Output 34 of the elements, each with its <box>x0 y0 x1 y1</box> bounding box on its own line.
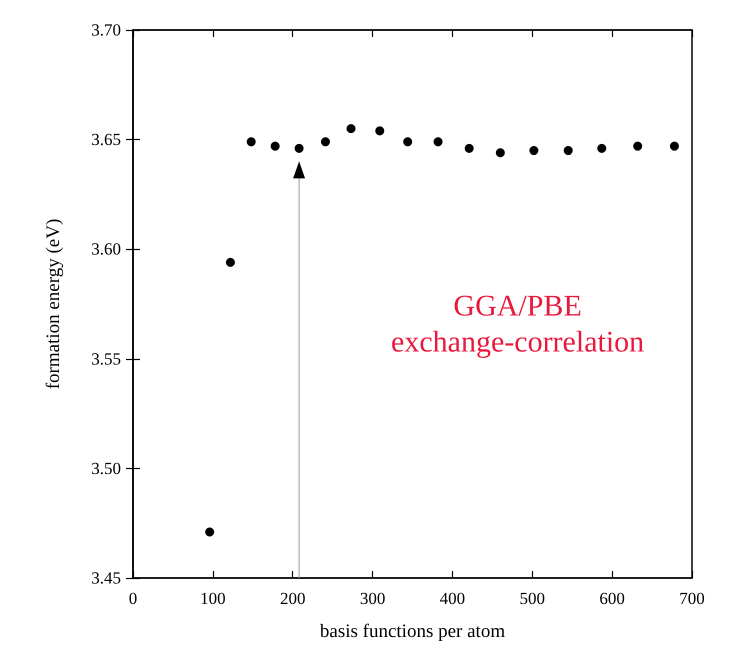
y-axis-title: formation energy (eV) <box>43 218 64 390</box>
y-tick-label: 3.70 <box>91 20 121 40</box>
y-tick-label: 3.45 <box>91 568 121 588</box>
point <box>346 124 356 134</box>
point <box>496 148 505 158</box>
y-tick-label: 3.65 <box>91 130 121 150</box>
annotation: GGA/PBE exchange-correlation <box>391 290 644 358</box>
point <box>375 126 384 136</box>
x-axis-title: basis functions per atom <box>320 621 506 642</box>
point <box>403 137 412 146</box>
point <box>564 146 573 156</box>
y-tick-label: 3.50 <box>91 458 121 478</box>
x-tick-label: 100 <box>200 589 226 608</box>
point <box>633 142 642 151</box>
x-tick-label: 700 <box>679 589 705 608</box>
y-tick-label: 3.55 <box>91 349 121 368</box>
point <box>464 144 474 153</box>
point <box>205 527 214 536</box>
point <box>597 144 606 153</box>
point <box>294 144 304 153</box>
x-tick-label: 500 <box>520 589 546 608</box>
point <box>226 258 235 267</box>
point <box>320 137 330 146</box>
y-tick-label: 3.60 <box>91 240 121 259</box>
x-tick-label: 400 <box>440 589 466 608</box>
x-tick-label: 0 <box>128 589 138 608</box>
point <box>529 146 538 156</box>
x-tick-label: 200 <box>280 589 306 608</box>
point <box>246 137 256 146</box>
x-tick-label: 600 <box>599 589 625 608</box>
point <box>670 142 679 151</box>
x-tick-label: 300 <box>360 589 386 608</box>
point <box>270 142 280 151</box>
point <box>434 137 443 146</box>
